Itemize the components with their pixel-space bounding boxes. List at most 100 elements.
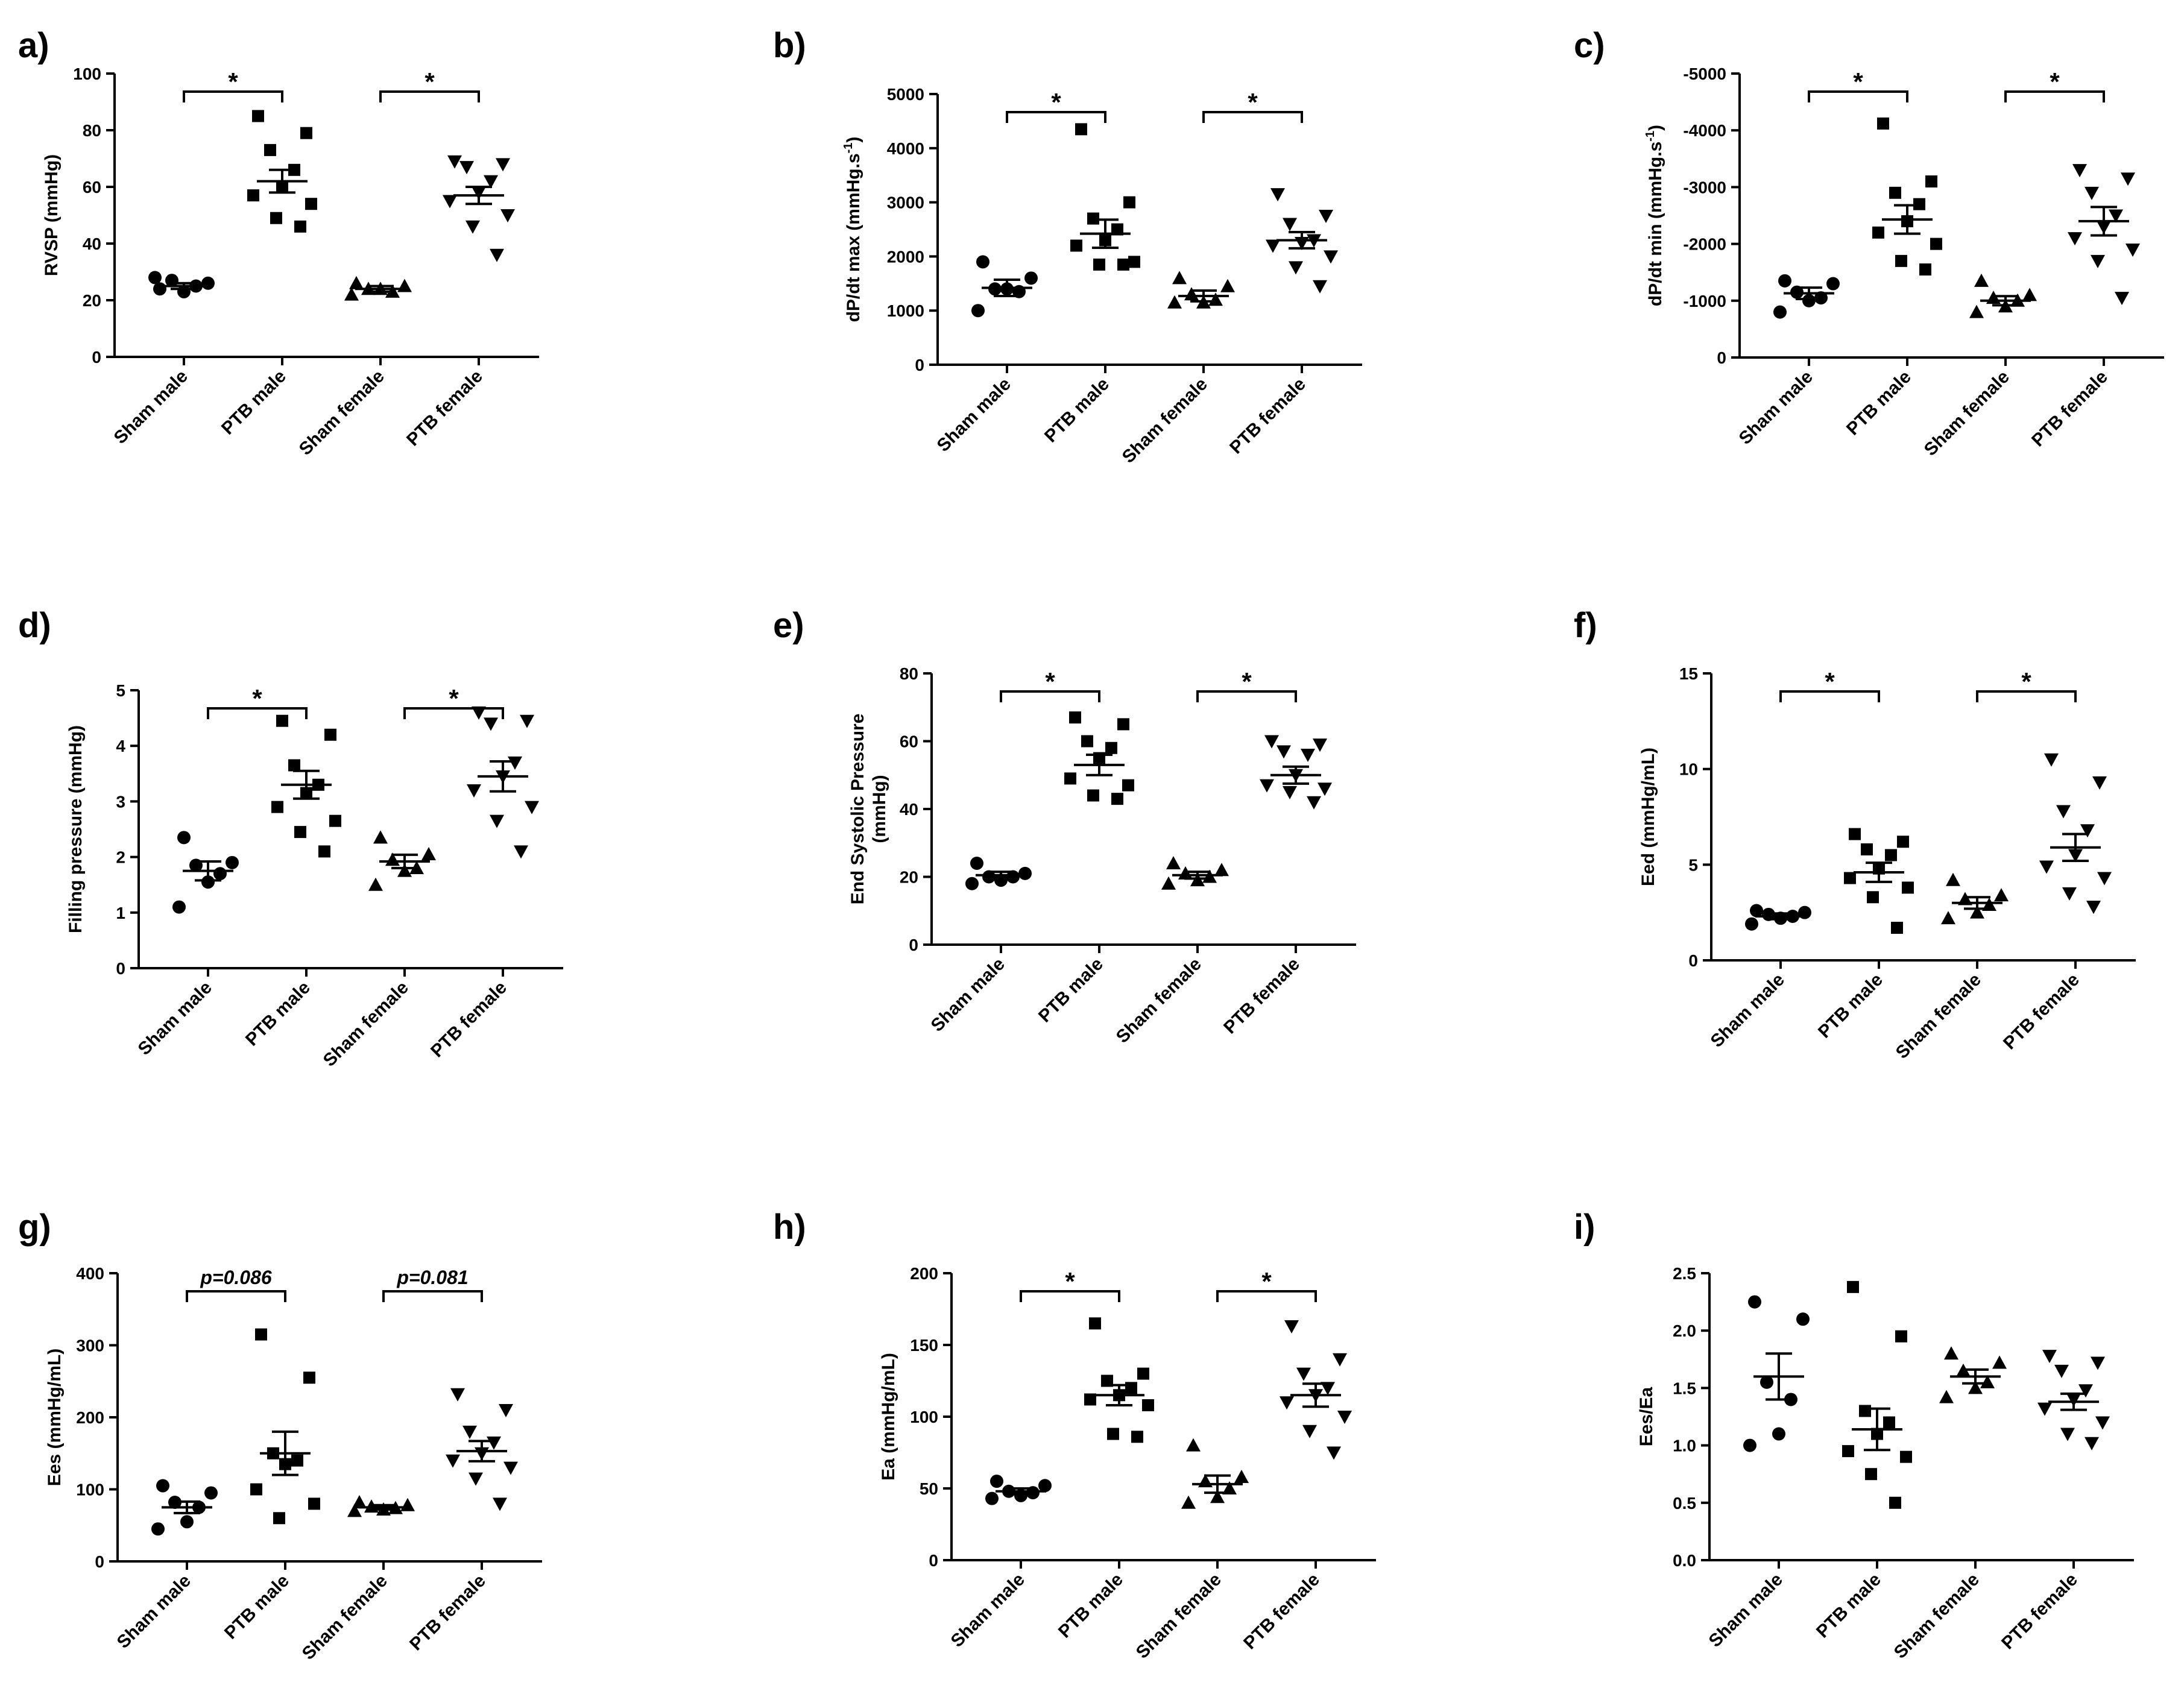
data-point-square	[300, 127, 312, 139]
y-tick-label: 200	[76, 1408, 104, 1427]
data-point-square	[1867, 891, 1879, 904]
data-point-circle	[1826, 277, 1840, 291]
series-sham-male	[1743, 1295, 1810, 1452]
y-tick-label: 4	[116, 737, 125, 755]
data-point-inverted-triangle	[503, 1461, 518, 1475]
data-point-square	[1142, 1399, 1154, 1411]
data-point-inverted-triangle	[2062, 887, 2077, 901]
significance-label: *	[424, 68, 435, 96]
data-point-inverted-triangle	[514, 845, 528, 859]
data-point-square	[270, 212, 282, 224]
data-point-inverted-triangle	[1266, 239, 1280, 253]
y-tick-label: -5000	[1683, 65, 1726, 83]
series-ptb-female	[2068, 164, 2140, 306]
data-point-square	[252, 110, 264, 122]
y-tick-label: 1	[116, 904, 125, 922]
x-tick-label: PTB female	[1226, 374, 1310, 458]
y-axis-title: dP/dt min (mmHg.s-1)	[1644, 125, 1665, 306]
data-point-square	[1128, 256, 1140, 268]
series-sham-male	[1745, 904, 1811, 931]
series-sham-male	[1773, 274, 1840, 319]
data-point-square	[1895, 254, 1907, 267]
data-point-triangle	[1939, 1390, 1954, 1403]
series-ptb-female	[443, 155, 515, 262]
data-point-square	[1101, 1374, 1113, 1387]
data-point-circle	[990, 1475, 1003, 1488]
significance-bracket	[1000, 690, 1100, 702]
data-point-square	[271, 801, 283, 813]
significance-bracket	[1779, 690, 1880, 702]
x-tick-label: Sham female	[1132, 1570, 1225, 1663]
x-tick-label: Sham female	[320, 978, 412, 1071]
y-tick-label: 0	[929, 1551, 938, 1570]
x-tick-label: PTB male	[1041, 374, 1113, 447]
x-tick-label: Sham female	[1920, 367, 2013, 460]
data-point-square	[1849, 828, 1861, 840]
y-axis-title: Eed (mmHg/mL)	[1638, 748, 1658, 886]
data-point-inverted-triangle	[1313, 738, 1327, 752]
data-point-inverted-triangle	[469, 1472, 483, 1486]
x-tick-label: PTB male	[242, 978, 314, 1050]
data-point-inverted-triangle	[1333, 1353, 1347, 1367]
data-point-inverted-triangle	[2126, 244, 2140, 257]
panel-b: b) 0 1000 2000 3000 4000 5000 dP/dt max (mmHg.s…	[773, 26, 1362, 467]
data-point-inverted-triangle	[487, 1436, 501, 1450]
y-tick-label: 0	[909, 936, 918, 954]
data-point-inverted-triangle	[1283, 218, 1297, 231]
data-point-inverted-triangle	[2054, 1364, 2069, 1378]
series-sham-female	[1161, 856, 1229, 890]
data-point-square	[329, 814, 341, 827]
data-point-triangle	[2022, 288, 2037, 301]
y-tick-label: -4000	[1683, 121, 1726, 140]
data-point-inverted-triangle	[1270, 188, 1285, 202]
y-tick-label: 5	[1688, 855, 1698, 874]
data-point-square	[1861, 843, 1873, 855]
data-point-inverted-triangle	[1307, 796, 1321, 810]
data-point-square	[1877, 117, 1889, 130]
data-point-circle	[965, 877, 979, 890]
y-tick-label: -3000	[1683, 178, 1726, 197]
data-point-triangle	[1970, 905, 1984, 919]
data-point-inverted-triangle	[2086, 901, 2101, 915]
y-tick-label: 400	[76, 1264, 104, 1283]
y-tick-label: 1000	[887, 301, 924, 320]
data-point-triangle	[349, 276, 364, 289]
series-sham-male	[985, 1475, 1052, 1505]
panel-e: e) 0 20 40 60 80 End Systolic Pressure (mmHg) Sh…	[773, 606, 1356, 1047]
y-axis-title: Ees (mmHg/mL)	[45, 1349, 65, 1486]
data-point-square	[324, 728, 336, 741]
data-point-circle	[1038, 1479, 1052, 1493]
data-point-square	[1087, 789, 1099, 802]
data-point-inverted-triangle	[1264, 735, 1279, 749]
y-tick-label: 0	[95, 1552, 104, 1571]
data-point-inverted-triangle	[2044, 753, 2059, 767]
data-point-triangle	[368, 877, 383, 891]
y-tick-label: 1.5	[1673, 1379, 1696, 1397]
y-axis-title: Ea (mmHg/mL)	[879, 1353, 898, 1481]
y-axis-title-superscript: -1	[842, 143, 855, 154]
data-point-square	[1075, 123, 1087, 136]
data-point-inverted-triangle	[462, 1425, 477, 1439]
data-point-square	[1093, 258, 1105, 271]
data-point-square	[1125, 1382, 1137, 1394]
data-point-circle	[226, 855, 239, 869]
series-sham-female	[1939, 1346, 2007, 1403]
data-point-square	[247, 189, 259, 202]
data-point-inverted-triangle	[2091, 254, 2105, 268]
significance-label: *	[2050, 68, 2060, 96]
data-point-circle	[1796, 1312, 1810, 1326]
data-point-square	[264, 143, 276, 156]
series-ptb-female	[1260, 735, 1332, 810]
y-tick-label: 80	[83, 121, 101, 140]
data-point-circle	[180, 1515, 194, 1529]
data-point-square	[1105, 742, 1117, 754]
data-point-square	[255, 1328, 267, 1341]
data-point-inverted-triangle	[2037, 1402, 2052, 1416]
data-point-inverted-triangle	[2042, 1350, 2057, 1364]
data-point-inverted-triangle	[520, 714, 534, 728]
data-point-inverted-triangle	[1296, 1367, 1311, 1381]
y-axis-title: RVSP (mmHg)	[42, 154, 62, 276]
panel-a: a) 0 20 40 60 80 100 RVSP (mmHg) Sham male PTB ma…	[18, 26, 539, 459]
data-point-triangle	[1161, 876, 1176, 890]
significance-bracket	[1808, 90, 1908, 102]
